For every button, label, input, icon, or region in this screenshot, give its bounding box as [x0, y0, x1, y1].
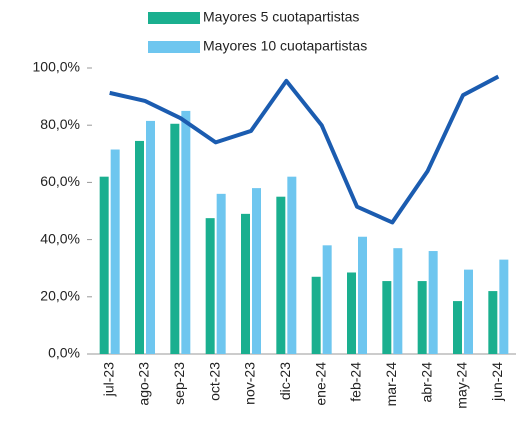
x-tick-label: mar-24 — [383, 362, 399, 407]
y-tick-label: 60,0% — [40, 173, 80, 189]
bar — [453, 301, 462, 354]
legend-swatch — [148, 41, 200, 53]
x-tick-label: ago-23 — [136, 362, 152, 406]
bar — [216, 193, 226, 354]
bar — [99, 176, 109, 354]
bar — [311, 276, 321, 354]
bar — [252, 188, 261, 354]
bar — [110, 149, 120, 354]
bar — [276, 196, 286, 354]
x-tick-label: oct-23 — [206, 362, 222, 401]
x-tick-label: jul-23 — [100, 362, 116, 397]
line — [109, 74, 500, 225]
bar — [499, 259, 509, 354]
bar — [417, 281, 427, 354]
legend-label: Mayores 10 cuotapartistas — [203, 38, 367, 54]
bar — [382, 281, 392, 354]
x-tick-label: dic-23 — [277, 362, 293, 400]
bar — [181, 110, 191, 355]
y-tick-label: 80,0% — [40, 116, 80, 132]
x-tick-label: feb-24 — [348, 362, 364, 402]
x-tick-label: ene-24 — [312, 362, 328, 406]
bar — [347, 272, 356, 354]
x-tick-label: jun-24 — [489, 362, 505, 402]
y-tick-label: 20,0% — [40, 288, 80, 304]
y-tick-label: 100,0% — [33, 59, 80, 75]
bar — [464, 269, 473, 354]
bar — [428, 251, 438, 354]
bar — [135, 140, 144, 354]
legend-label: Mayores 5 cuotapartistas — [203, 9, 359, 25]
bar — [322, 245, 332, 354]
bar — [287, 176, 297, 354]
legend-swatch — [148, 12, 200, 24]
x-tick-label: sep-23 — [171, 362, 187, 405]
bar — [170, 123, 180, 355]
x-tick-label: may-24 — [454, 362, 470, 409]
y-tick-label: 40,0% — [40, 230, 80, 246]
bar — [146, 120, 155, 354]
bar — [205, 218, 215, 354]
bar — [241, 213, 250, 354]
x-tick-label: nov-23 — [242, 362, 258, 405]
bar — [358, 236, 367, 354]
bar — [393, 248, 403, 354]
x-tick-label: abr-24 — [418, 362, 434, 403]
y-tick-label: 0,0% — [48, 345, 80, 361]
bar — [488, 291, 498, 354]
